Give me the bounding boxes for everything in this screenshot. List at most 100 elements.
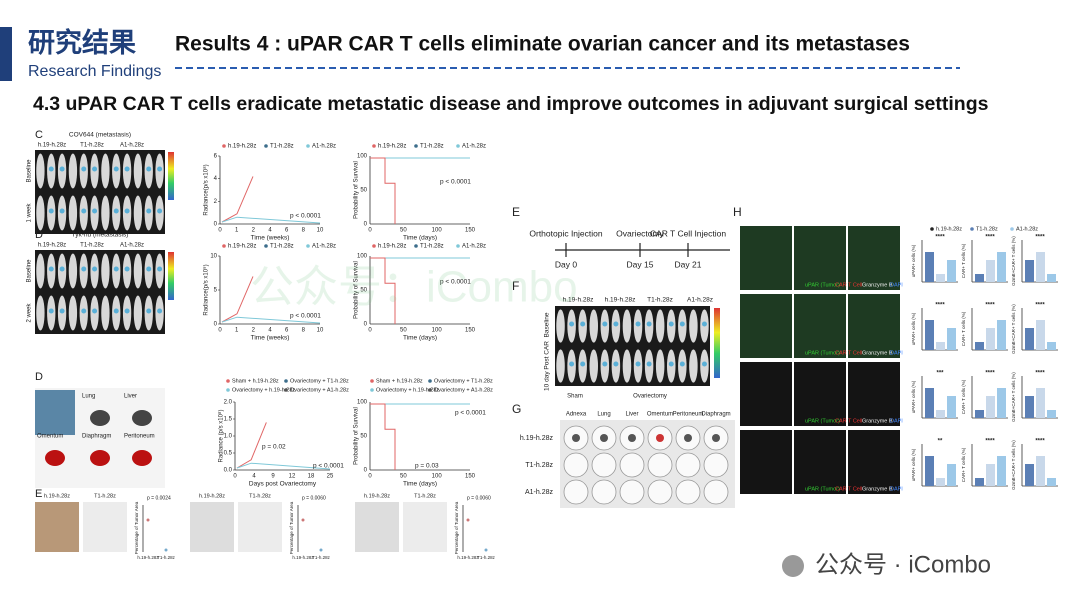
microscopy-image (848, 226, 900, 290)
signal (580, 321, 586, 327)
stain-label: DAPI (890, 486, 903, 492)
bar (1047, 478, 1056, 486)
column-label: A1-h.28z (687, 297, 713, 304)
x-tick-label: 10 (317, 228, 324, 234)
p-value: p = 0.03 (415, 463, 439, 470)
mice-image (35, 250, 165, 334)
dot (484, 548, 488, 552)
y-tick-label: 0.0 (224, 468, 233, 474)
organ (90, 410, 110, 426)
panel-label: G (512, 402, 521, 416)
column-label: T1-h.28z (80, 143, 104, 149)
mouse (36, 295, 45, 331)
mouse (101, 195, 110, 231)
legend-label: Sham + h.19-h.28z (376, 378, 423, 384)
signal (81, 266, 87, 272)
bar (925, 388, 934, 418)
signal (157, 166, 163, 172)
x-axis-label: Time (weeks) (251, 335, 290, 342)
legend-marker (264, 244, 268, 248)
legend-label: Ovariectomy + h.19-h.28z (232, 387, 295, 393)
event-day: Day 15 (627, 259, 654, 269)
x-tick-label: 25 (327, 474, 334, 480)
y-axis-label: Percentage of Tumor Area (454, 501, 459, 554)
bar (1047, 342, 1056, 350)
significance: **** (1035, 371, 1045, 377)
row-label: A1-h.28z (525, 489, 554, 496)
x-tick-label: T1-h.28z (312, 555, 331, 560)
dish (703, 452, 729, 478)
tissue (600, 434, 608, 442)
column-label: A1-h.28z (120, 243, 144, 249)
legend-label: Ovariectomy + h.19-h.28z (376, 387, 439, 393)
histology-image (355, 502, 399, 552)
y-tick-label: 0 (364, 222, 368, 228)
row-label: Baseline (27, 159, 33, 183)
p-value: p = 0.0060 (302, 495, 326, 501)
event-name: Ovariectomy (616, 228, 664, 238)
microscopy-image (740, 430, 792, 494)
p-value: p < 0.0001 (440, 179, 471, 186)
dish (619, 452, 645, 478)
signal (124, 166, 130, 172)
panel-label: D (35, 371, 43, 383)
x-tick-label: 0 (368, 474, 372, 480)
dish (647, 479, 673, 505)
y-axis-label: Percentage of Tumor Area (134, 501, 139, 554)
x-tick-label: 1 (235, 228, 239, 234)
legend-label: A1-h.28z (462, 144, 486, 150)
microscopy-image (740, 226, 792, 290)
colorbar (168, 152, 174, 200)
signal (569, 361, 575, 367)
signal (157, 308, 163, 314)
organ-label: Adnexa (566, 412, 587, 418)
x-tick-label: 0 (368, 328, 372, 334)
mouse (36, 195, 45, 231)
bar (975, 478, 984, 486)
colorbar (714, 308, 720, 378)
bar (925, 252, 934, 282)
x-tick-label: 4 (268, 228, 272, 234)
tissue (712, 434, 720, 442)
column-label: A1-h.28z (120, 143, 144, 149)
mouse (68, 153, 78, 189)
bar (997, 252, 1006, 282)
signal (602, 361, 608, 367)
legend-label: Ovariectomy + A1-h.28z (290, 387, 349, 393)
y-axis-label: uPAR+ cells (%) (911, 312, 916, 345)
bar (1036, 456, 1045, 486)
legend-marker (264, 144, 268, 148)
y-axis-label: Probability of Survival (354, 261, 360, 319)
legend-label: Sham + h.19-h.28z (232, 378, 279, 384)
signal (48, 166, 54, 172)
x-axis-label: Time (days) (403, 481, 437, 488)
significance: **** (985, 371, 995, 377)
mouse (68, 195, 78, 231)
event-day: Day 0 (555, 259, 577, 269)
y-axis-label: CAR+ T cells (%) (961, 243, 966, 278)
x-tick-label: 100 (432, 228, 443, 234)
mouse (689, 309, 698, 343)
p-value: p < 0.0001 (290, 213, 321, 220)
watermark: 公众号 · iCombo (815, 551, 991, 578)
x-tick-label: 0 (218, 328, 222, 334)
legend-marker (414, 244, 418, 248)
stain-label: CAR T Cell (835, 418, 862, 424)
y-tick-label: 100 (357, 400, 368, 406)
stain-label: uPAR (Tumor) (805, 282, 840, 288)
signal (679, 321, 685, 327)
legend-marker (1010, 227, 1014, 231)
legend-label: h.19-h.28z (228, 244, 256, 250)
signal (668, 321, 674, 327)
bar (925, 320, 934, 350)
signal (602, 321, 608, 327)
legend-marker (414, 144, 418, 148)
microscopy-image (740, 362, 792, 426)
legend-marker (456, 244, 460, 248)
x-axis-label: Time (days) (403, 235, 437, 242)
x-tick-label: 2 (252, 328, 256, 334)
y-tick-label: 100 (357, 154, 368, 160)
x-tick-label: 0 (233, 474, 237, 480)
organ-image (35, 390, 75, 435)
bar (947, 464, 956, 486)
